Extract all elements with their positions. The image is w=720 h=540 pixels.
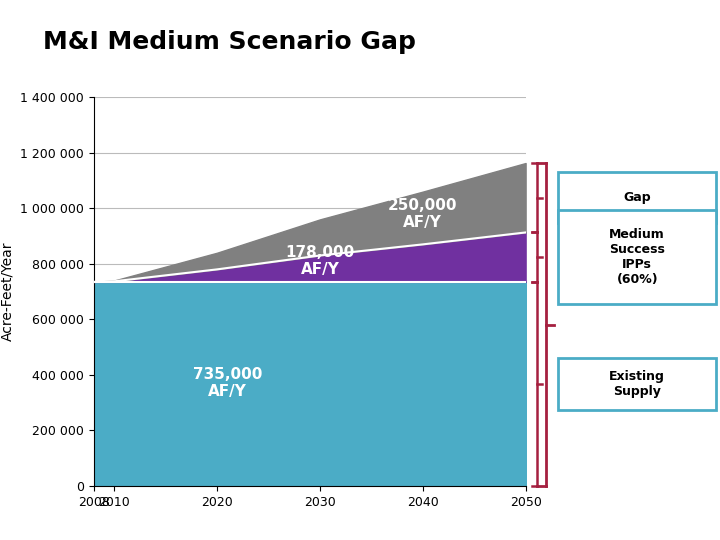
- Text: Medium
Success
IPPs
(60%): Medium Success IPPs (60%): [609, 228, 665, 286]
- Y-axis label: Acre-Feet/Year: Acre-Feet/Year: [1, 242, 14, 341]
- Text: 178,000
AF/Y: 178,000 AF/Y: [285, 245, 354, 277]
- Text: 250,000
AF/Y: 250,000 AF/Y: [388, 198, 457, 230]
- Text: Gap: Gap: [624, 191, 651, 204]
- Text: M&I Medium Scenario Gap: M&I Medium Scenario Gap: [43, 30, 416, 54]
- Text: Existing
Supply: Existing Supply: [609, 370, 665, 398]
- Text: 735,000
AF/Y: 735,000 AF/Y: [193, 367, 262, 400]
